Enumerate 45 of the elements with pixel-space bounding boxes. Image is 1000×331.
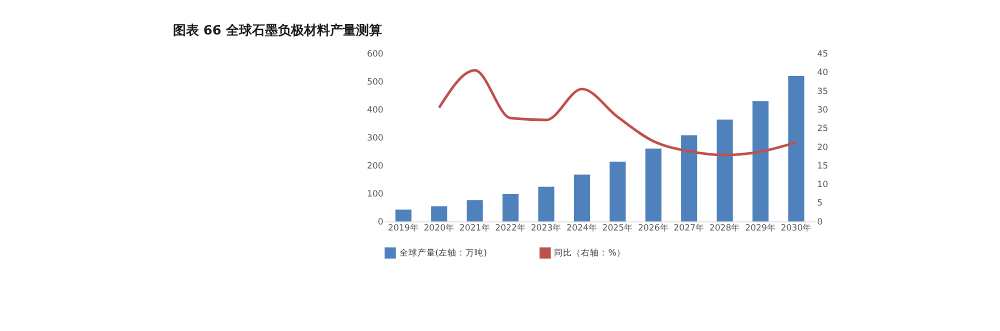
x-tick-label: 2026年 bbox=[638, 222, 669, 234]
bar bbox=[574, 174, 590, 222]
y2-tick-label: 30 bbox=[817, 106, 828, 116]
y-tick-label: 200 bbox=[366, 161, 384, 172]
y2-tick-label: 15 bbox=[817, 161, 828, 172]
y-tick-label: 400 bbox=[366, 106, 384, 116]
x-tick-label: 2021年 bbox=[459, 222, 490, 234]
y2-tick-label: 10 bbox=[817, 180, 828, 190]
y2-tick-label: 20 bbox=[817, 142, 828, 153]
x-tick-label: 2020年 bbox=[424, 222, 455, 234]
x-tick-label: 2023年 bbox=[530, 222, 562, 234]
x-tick-label: 2025年 bbox=[602, 222, 634, 234]
bar bbox=[752, 101, 769, 222]
y-tick-label: 500 bbox=[366, 78, 384, 88]
text: 图表 66 全球石墨负极材料产量测算 bbox=[172, 22, 382, 39]
y2-tick-label: 45 bbox=[817, 50, 828, 60]
x-tick-label: 2027年 bbox=[674, 222, 705, 234]
y-tick-label: 0 bbox=[378, 217, 384, 228]
x-tick-label: 2024年 bbox=[566, 222, 598, 234]
line-series bbox=[438, 69, 798, 156]
bar bbox=[645, 148, 662, 222]
x-tick-label: 2028年 bbox=[709, 222, 740, 234]
x-tick-label: 2029年 bbox=[745, 222, 776, 234]
legend-label: 同比（右轴：%） bbox=[554, 248, 626, 259]
y-tick-label: 600 bbox=[366, 50, 384, 60]
bar bbox=[681, 135, 698, 222]
x-tick-label: 2022年 bbox=[495, 222, 526, 234]
bar bbox=[431, 206, 448, 222]
legend-label: 全球产量(左轴：万吨) bbox=[399, 248, 488, 259]
y-tick-label: 100 bbox=[366, 189, 384, 200]
y-tick-label: 300 bbox=[366, 133, 384, 144]
bar bbox=[610, 162, 626, 222]
bar bbox=[716, 120, 733, 222]
bar bbox=[502, 194, 519, 222]
bar bbox=[395, 210, 412, 222]
bar bbox=[788, 76, 804, 222]
bar bbox=[538, 186, 554, 222]
y2-tick-label: 25 bbox=[817, 124, 828, 134]
y2-tick-label: 40 bbox=[817, 68, 828, 78]
bar bbox=[466, 200, 483, 222]
x-tick-label: 2030年 bbox=[780, 222, 812, 234]
x-tick-label: 2019年 bbox=[388, 222, 419, 234]
y2-tick-label: 35 bbox=[817, 86, 828, 97]
y2-tick-label: 5 bbox=[817, 198, 823, 209]
y2-tick-label: 0 bbox=[817, 217, 823, 228]
